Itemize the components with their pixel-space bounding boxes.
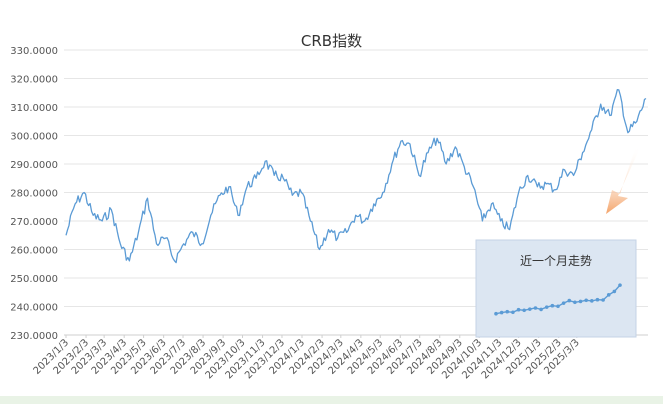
inset-point bbox=[578, 299, 583, 304]
y-tick-label: 250.0000 bbox=[10, 274, 58, 285]
inset-point bbox=[528, 307, 532, 311]
y-tick-label: 310.0000 bbox=[10, 103, 58, 114]
inset-point bbox=[505, 309, 510, 314]
inset-title: 近一个月走势 bbox=[520, 254, 592, 268]
inset-point bbox=[516, 307, 521, 312]
bottom-strip bbox=[0, 396, 663, 404]
inset-point bbox=[618, 283, 622, 287]
inset-point bbox=[494, 311, 498, 316]
inset-point bbox=[612, 289, 617, 294]
inset-point bbox=[544, 305, 549, 309]
series-line bbox=[65, 89, 647, 264]
y-tick-label: 330.0000 bbox=[10, 46, 58, 57]
y-tick-label: 280.0000 bbox=[10, 189, 58, 200]
inset-point bbox=[561, 301, 566, 305]
inset-panel bbox=[475, 239, 637, 338]
inset-point bbox=[573, 300, 577, 305]
inset-point bbox=[606, 293, 611, 297]
y-tick-label: 290.0000 bbox=[10, 160, 58, 171]
y-tick-label: 240.0000 bbox=[10, 303, 58, 314]
inset-point bbox=[590, 299, 594, 303]
inset-point bbox=[522, 308, 526, 313]
arrow-icon bbox=[606, 146, 640, 214]
y-tick-label: 230.0000 bbox=[10, 331, 58, 342]
inset-point bbox=[595, 297, 600, 302]
inset-point bbox=[567, 298, 572, 303]
inset-point bbox=[539, 307, 543, 312]
inset-point bbox=[533, 306, 538, 310]
inset-point bbox=[601, 298, 605, 302]
chart-title: CRB指数 bbox=[300, 32, 363, 50]
y-tick-label: 300.0000 bbox=[10, 132, 58, 143]
inset-point bbox=[550, 303, 555, 308]
inset-point bbox=[499, 310, 504, 315]
y-tick-label: 270.0000 bbox=[10, 217, 58, 228]
inset-point bbox=[511, 310, 515, 315]
inset-point bbox=[556, 304, 560, 309]
y-tick-label: 260.0000 bbox=[10, 246, 58, 257]
y-tick-label: 320.0000 bbox=[10, 75, 58, 86]
inset-point bbox=[584, 298, 588, 303]
